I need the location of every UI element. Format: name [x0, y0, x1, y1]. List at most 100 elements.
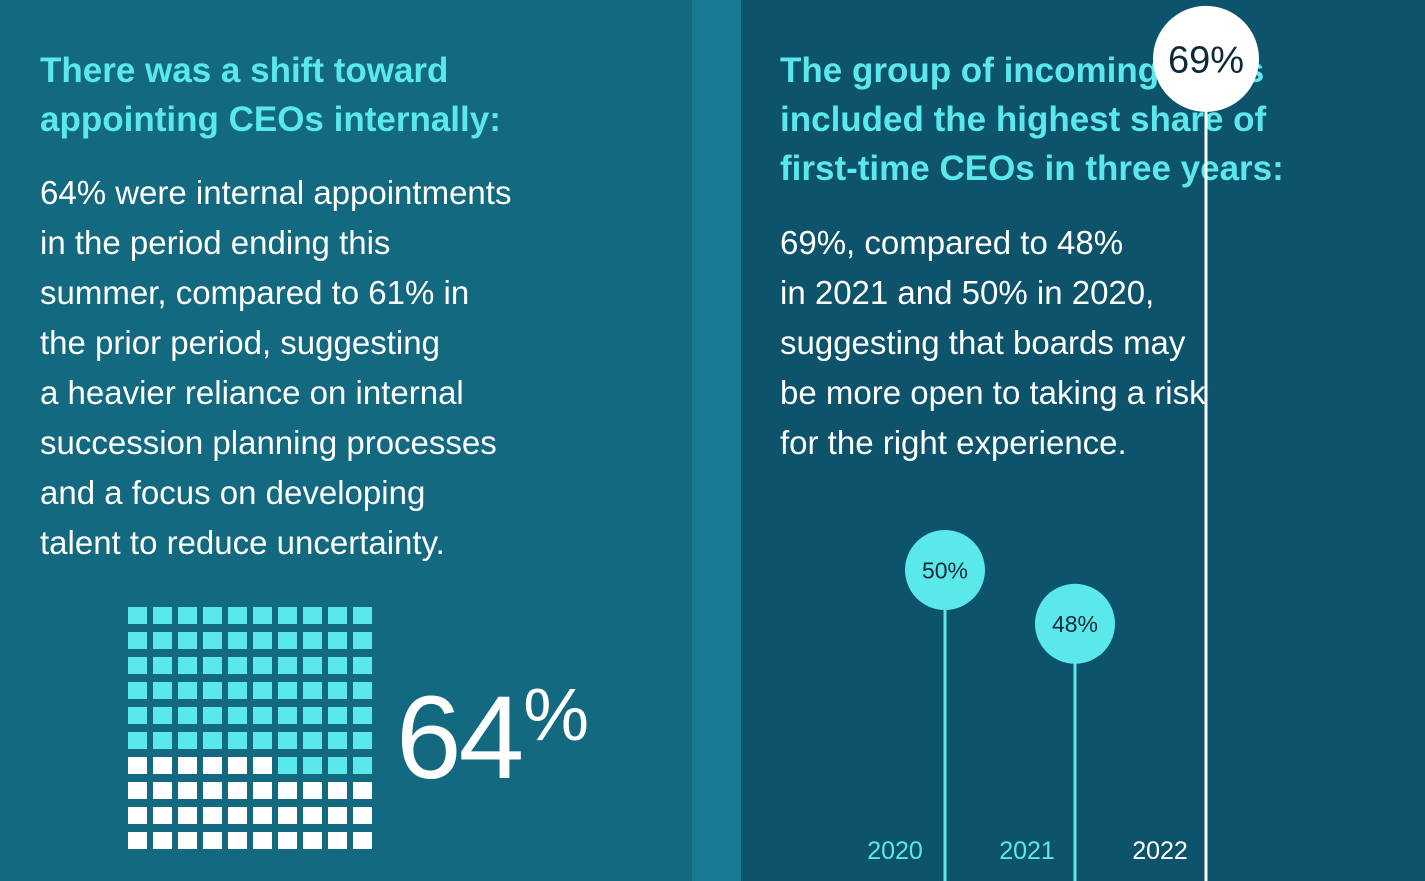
waffle-cell-highlighted — [203, 657, 222, 674]
waffle-cell-highlighted — [278, 707, 297, 724]
waffle-cell — [253, 832, 272, 849]
waffle-cell-highlighted — [328, 757, 347, 774]
waffle-cell — [178, 807, 197, 824]
waffle-cell — [253, 807, 272, 824]
waffle-cell-highlighted — [328, 657, 347, 674]
waffle-cell-highlighted — [328, 732, 347, 749]
waffle-cell-highlighted — [303, 732, 322, 749]
lollipop-year-label-2021: 2021 — [999, 837, 1055, 865]
waffle-cell-highlighted — [178, 707, 197, 724]
waffle-cell — [303, 807, 322, 824]
waffle-cell-highlighted — [278, 732, 297, 749]
waffle-cell — [128, 757, 147, 774]
waffle-cell-highlighted — [128, 632, 147, 649]
waffle-cell — [328, 807, 347, 824]
waffle-chart — [128, 607, 372, 849]
waffle-cell-highlighted — [278, 607, 297, 624]
waffle-cell — [178, 757, 197, 774]
waffle-cell — [203, 757, 222, 774]
waffle-cell — [253, 757, 272, 774]
waffle-cell — [153, 807, 172, 824]
waffle-cell — [278, 782, 297, 799]
waffle-cell-highlighted — [178, 632, 197, 649]
lollipop-head-2021 — [1035, 583, 1115, 664]
waffle-cell-highlighted — [253, 607, 272, 624]
waffle-cell-highlighted — [203, 707, 222, 724]
big-percent-value: 64% — [396, 650, 589, 804]
lollipop-value-label-2022: 69% — [1168, 40, 1244, 82]
lollipop-chart: 50% 2020 48% 2021 69% 2022 — [867, 5, 1259, 881]
waffle-cell-highlighted — [203, 732, 222, 749]
waffle-cell-highlighted — [153, 632, 172, 649]
lollipop-value-label-2021: 48% — [1052, 611, 1098, 637]
waffle-cell-highlighted — [128, 707, 147, 724]
waffle-cell-highlighted — [303, 707, 322, 724]
waffle-cell-highlighted — [303, 657, 322, 674]
waffle-cell-highlighted — [253, 657, 272, 674]
lollipop-value-label-2020: 50% — [922, 557, 968, 583]
waffle-cell-highlighted — [253, 732, 272, 749]
waffle-cell-highlighted — [328, 607, 347, 624]
waffle-cell — [328, 832, 347, 849]
waffle-cell-highlighted — [178, 732, 197, 749]
waffle-cell-highlighted — [203, 632, 222, 649]
right-body-text: 69%, compared to 48% in 2021 and 50% in … — [780, 224, 1206, 461]
lollipop-head-2022 — [1153, 5, 1259, 112]
waffle-cell-highlighted — [228, 607, 247, 624]
waffle-cell — [228, 782, 247, 799]
waffle-cell — [203, 832, 222, 849]
lollipop-head-2020 — [905, 530, 985, 610]
waffle-cell-highlighted — [353, 657, 372, 674]
waffle-cell-highlighted — [353, 732, 372, 749]
waffle-cell-highlighted — [353, 607, 372, 624]
left-panel: There was a shift toward appointing CEOs… — [0, 0, 692, 881]
right-panel: The group of incoming CEOs included the … — [741, 0, 1425, 881]
left-heading: There was a shift toward appointing CEOs… — [40, 51, 501, 139]
waffle-cell-highlighted — [228, 682, 247, 699]
waffle-cell — [303, 782, 322, 799]
waffle-cell — [128, 832, 147, 849]
waffle-cell-highlighted — [303, 682, 322, 699]
waffle-cell-highlighted — [153, 657, 172, 674]
waffle-cell-highlighted — [253, 707, 272, 724]
waffle-cell-highlighted — [278, 757, 297, 774]
waffle-cell-highlighted — [128, 657, 147, 674]
waffle-cell — [353, 807, 372, 824]
waffle-cell-highlighted — [228, 732, 247, 749]
waffle-cell — [253, 782, 272, 799]
waffle-cell — [153, 757, 172, 774]
waffle-cell-highlighted — [253, 682, 272, 699]
waffle-cell — [328, 782, 347, 799]
waffle-cell-highlighted — [153, 732, 172, 749]
waffle-cell-highlighted — [253, 632, 272, 649]
waffle-cell — [278, 832, 297, 849]
waffle-cell — [353, 832, 372, 849]
waffle-cell-highlighted — [128, 732, 147, 749]
waffle-cell-highlighted — [278, 632, 297, 649]
waffle-cell-highlighted — [203, 607, 222, 624]
waffle-cell-highlighted — [353, 707, 372, 724]
waffle-cell-highlighted — [128, 607, 147, 624]
waffle-cell-highlighted — [278, 657, 297, 674]
waffle-cell-highlighted — [328, 707, 347, 724]
left-body-text: 64% were internal appointments in the pe… — [40, 174, 512, 561]
waffle-cell-highlighted — [328, 632, 347, 649]
big-percent-number: 64 — [396, 672, 524, 804]
waffle-cell — [228, 807, 247, 824]
lollipop-year-label-2022: 2022 — [1132, 837, 1188, 865]
waffle-cell-highlighted — [178, 657, 197, 674]
waffle-cell — [178, 782, 197, 799]
waffle-cell-highlighted — [353, 632, 372, 649]
waffle-cell-highlighted — [353, 757, 372, 774]
waffle-cell — [153, 832, 172, 849]
waffle-cell — [228, 832, 247, 849]
waffle-cell — [278, 807, 297, 824]
big-percent-unit: % — [523, 673, 589, 756]
waffle-cell-highlighted — [278, 682, 297, 699]
waffle-cell — [153, 782, 172, 799]
waffle-cell — [178, 832, 197, 849]
lollipop-year-label-2020: 2020 — [867, 837, 923, 865]
waffle-cell-highlighted — [328, 682, 347, 699]
waffle-cell — [128, 782, 147, 799]
waffle-cell-highlighted — [128, 682, 147, 699]
